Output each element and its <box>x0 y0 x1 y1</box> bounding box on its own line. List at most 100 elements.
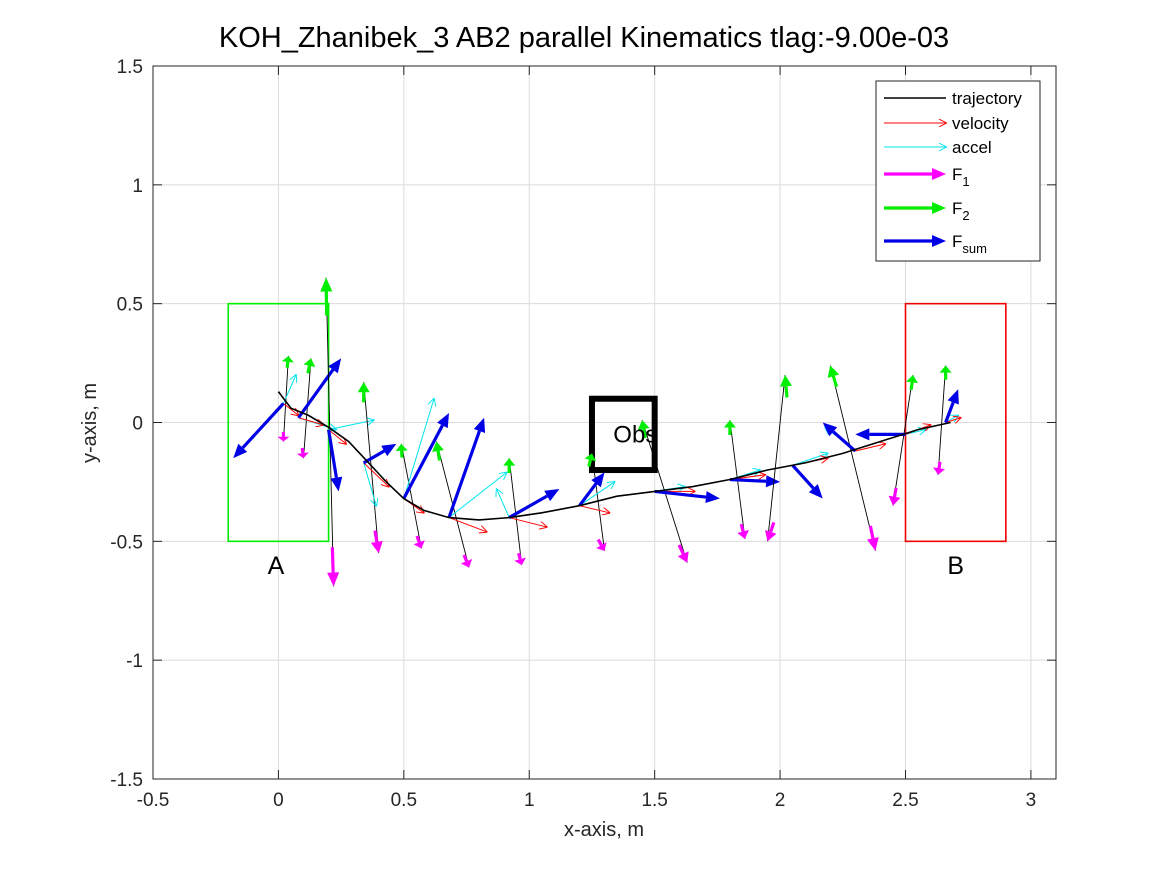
velocity-arrow <box>363 462 389 487</box>
fsum-arrow <box>855 428 906 441</box>
obstacle-box <box>588 395 658 474</box>
fsum-arrow-head <box>328 358 342 374</box>
fsum-arrow-head <box>233 443 248 459</box>
velocity-arrow <box>509 517 547 528</box>
plot-area: -0.5 0 0.5 1 1.5 2 2.5 3 -1.5 -1 -0.5 0 0.5 1 1.5 A B Obs… <box>110 57 1057 811</box>
fsum-arrow-shaft <box>944 401 955 424</box>
accel-arrow <box>363 462 377 506</box>
fsum-arrow-head <box>473 417 486 433</box>
fsum-arrow <box>402 412 449 500</box>
trajectory-line <box>277 391 951 521</box>
f2-arrow-shaft <box>784 386 789 398</box>
f1-arrow-head <box>737 530 749 539</box>
f1-arrow <box>596 538 607 551</box>
f1-arrow-shaft <box>892 487 898 498</box>
f1-arrow-shaft <box>373 530 379 543</box>
force-connector <box>363 382 380 554</box>
force-connector <box>829 365 876 551</box>
fsum-arrow <box>508 489 560 519</box>
f2-arrow-shaft <box>831 375 839 388</box>
f2-arrow <box>584 453 597 467</box>
obstacle-label: Obs <box>613 421 657 448</box>
fsum-arrow <box>447 417 486 519</box>
f1-arrow-head <box>596 542 607 551</box>
x-tick-label: 2.5 <box>892 790 918 811</box>
fsum-arrow-head <box>705 491 720 503</box>
f1-arrow-shaft <box>769 521 776 533</box>
fsum-arrow <box>944 389 959 424</box>
fsum-arrow-head <box>591 472 605 488</box>
f1-arrow-shaft <box>517 552 522 560</box>
f2-arrow-head <box>395 443 408 451</box>
velocity-arrow <box>298 417 323 425</box>
f1-arrow-head <box>888 495 901 506</box>
fsum-arrow <box>729 475 781 488</box>
y-tick-label: -0.5 <box>110 532 143 553</box>
fsum-arrow <box>297 358 342 419</box>
f2-arrow <box>906 374 919 391</box>
f2-arrow-head <box>827 365 840 378</box>
force-connector <box>400 443 422 549</box>
f1-arrow <box>764 521 777 542</box>
fsum-arrow-shaft <box>241 402 285 449</box>
force-connector <box>591 453 605 551</box>
f1-arrow <box>277 432 290 442</box>
f2-arrow-shaft <box>642 428 647 439</box>
f1-arrow-head <box>514 557 526 566</box>
legend-swatch <box>884 235 946 247</box>
fsum-arrow-head <box>330 476 343 492</box>
x-tick-label: 3 <box>1026 790 1037 811</box>
f2-arrow-shaft <box>285 361 290 369</box>
fsum-arrow-shaft <box>447 430 481 519</box>
f2-arrow-head <box>939 365 952 373</box>
f1-arrow <box>933 461 945 475</box>
f1-arrow-head <box>933 467 945 475</box>
f1-arrow-shaft <box>330 547 335 573</box>
fsum-arrow-shaft <box>402 424 444 500</box>
velocity-arrow <box>855 444 885 452</box>
fsum-arrow-head <box>765 475 781 488</box>
legend-entry: accel <box>952 138 992 157</box>
f2-arrow <box>395 443 408 458</box>
f1-arrow-shaft <box>300 447 305 454</box>
fsum-arrow-head <box>808 484 823 499</box>
f2-arrow <box>780 374 793 398</box>
force-connector <box>767 374 786 542</box>
region-a-label: A <box>268 552 285 580</box>
fsum-arrow-shaft <box>729 477 767 483</box>
fsum-arrow-head <box>855 428 870 441</box>
force-connector <box>892 374 914 506</box>
f2-arrow-head <box>637 420 650 431</box>
f2-arrow-head <box>503 458 516 466</box>
f1-arrow-head <box>413 540 425 549</box>
f1-arrow-shaft <box>868 525 875 539</box>
fsum-arrow-shaft <box>654 489 707 499</box>
fsum-arrow <box>791 464 823 499</box>
f1-arrow-head <box>460 558 473 568</box>
legend-entry: F1 <box>952 165 970 189</box>
fsum-arrow <box>327 429 343 492</box>
fsum-arrow-shaft <box>508 494 548 519</box>
legend-swatch-head <box>932 202 946 214</box>
f2-arrow <box>723 420 736 435</box>
velocity-arrow <box>328 429 347 444</box>
f2-arrow-shaft <box>306 365 312 374</box>
f2-arrow <box>303 358 316 374</box>
f1-arrow-head <box>277 436 290 442</box>
f2-arrow-head <box>357 382 370 393</box>
f2-arrow-head <box>281 355 294 363</box>
f1-arrow <box>737 523 749 539</box>
legend-swatch-head <box>932 168 946 180</box>
force-connector <box>937 365 947 475</box>
f1-arrow-head <box>867 537 879 551</box>
f1-arrow-head <box>327 572 340 587</box>
x-tick-label: 0 <box>273 790 284 811</box>
accel-arrow <box>403 399 434 499</box>
f1-arrow <box>514 552 526 566</box>
f1-arrow <box>327 547 340 587</box>
f2-arrow-shaft <box>436 450 442 461</box>
f1-arrow-shaft <box>596 538 603 546</box>
legend-swatch <box>884 202 946 214</box>
x-tick-label: 2 <box>775 790 786 811</box>
